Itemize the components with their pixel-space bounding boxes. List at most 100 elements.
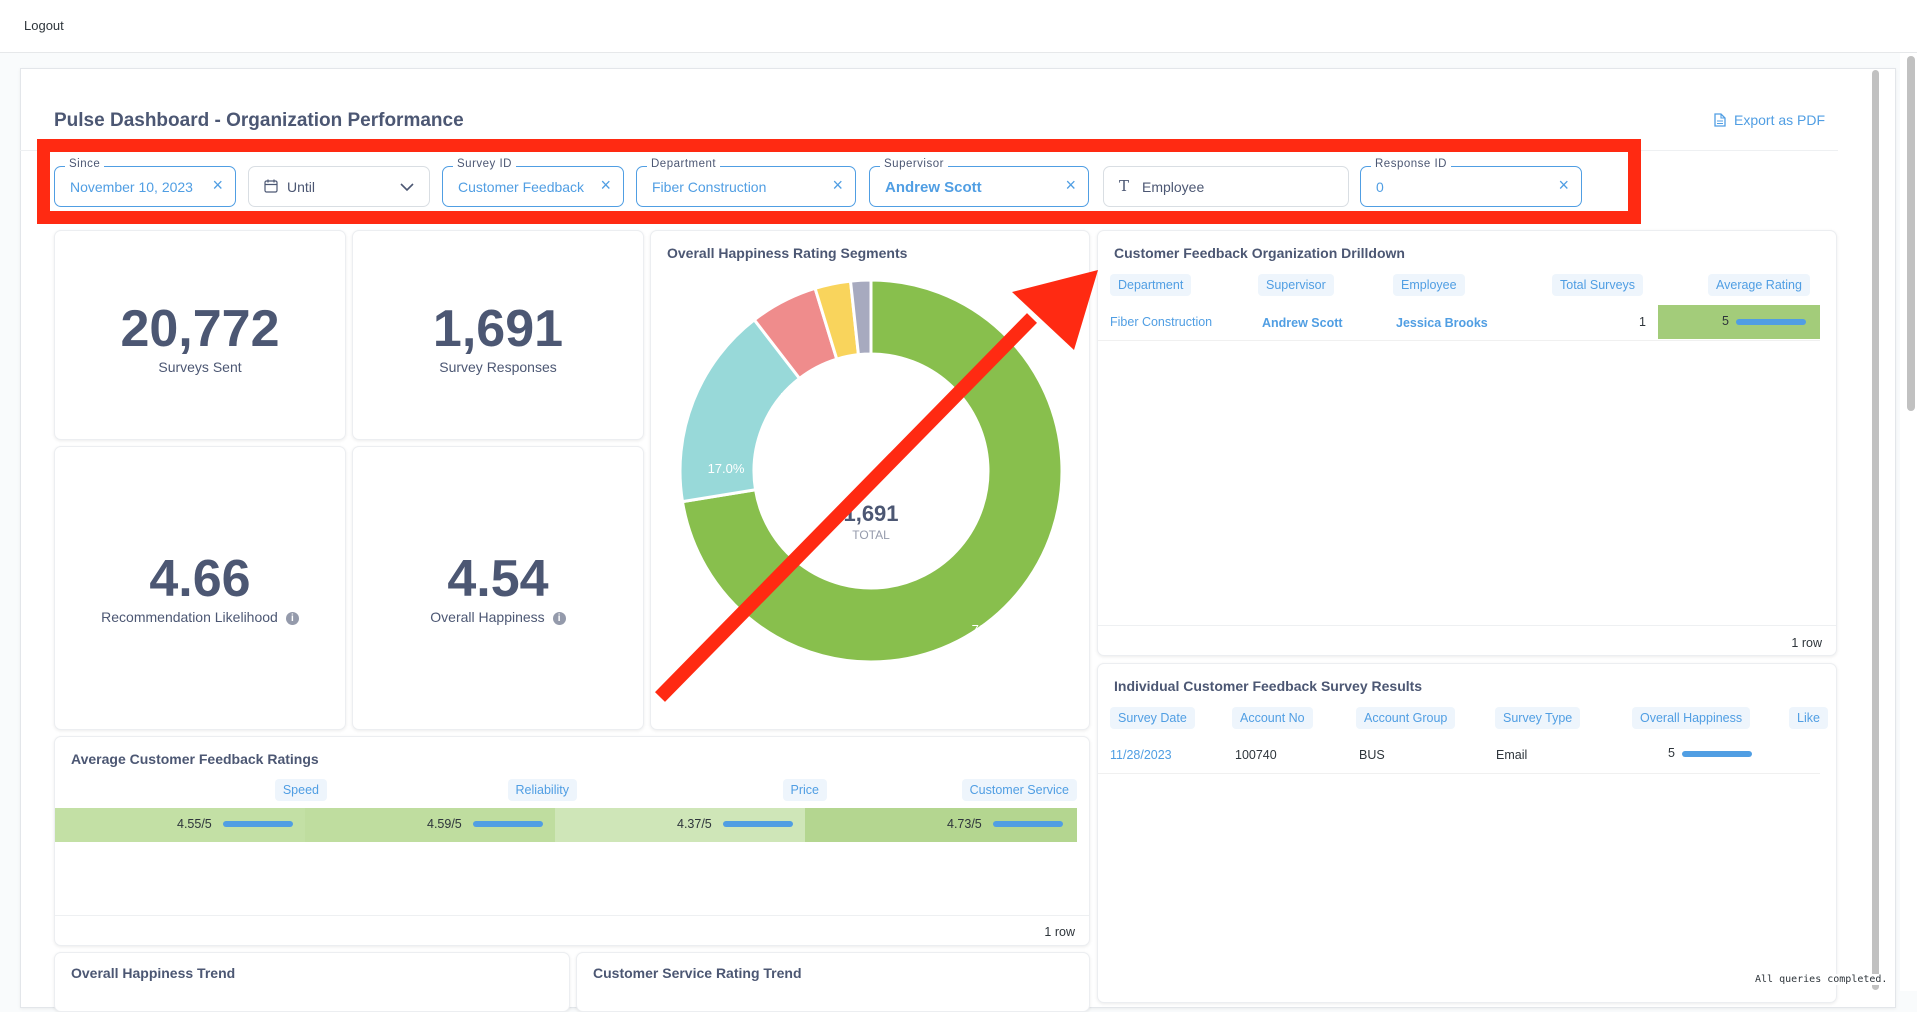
individual-header-overall-happiness[interactable]: Overall Happiness [1632, 707, 1751, 729]
surveys-sent-card: 20,772 Surveys Sent [54, 230, 346, 440]
page-scrollbar-thumb[interactable] [1907, 56, 1915, 411]
donut-label-72: 72.0% [972, 622, 1009, 637]
donut-center-value: 1,691 [843, 501, 898, 526]
individual-row: 11/28/2023 100740 BUS Email 5 [1098, 738, 1820, 774]
header-divider [20, 150, 1838, 151]
individual-results-title: Individual Customer Feedback Survey Resu… [1114, 678, 1423, 694]
supervisor-filter-value: Andrew Scott [885, 179, 982, 196]
average-ratings-footer-divider [55, 915, 1089, 916]
surveys-sent-label: Surveys Sent [158, 359, 242, 375]
individual-header-account-no[interactable]: Account No [1232, 707, 1313, 729]
price-cell: 4.37/5 [555, 808, 805, 842]
drilldown-header-department[interactable]: Department [1110, 274, 1192, 296]
happiness-trend-card: Overall Happiness Trend [54, 952, 570, 1012]
survey-id-filter[interactable]: Survey ID Customer Feedback × [442, 158, 624, 207]
info-icon[interactable]: i [552, 611, 566, 625]
employee-filter-placeholder: Employee [1142, 179, 1205, 195]
happiness-card: 4.54 Overall Happiness i [352, 446, 644, 730]
price-bar [723, 821, 793, 827]
individual-cell-happiness: 5 [1668, 746, 1675, 760]
happiness-trend-title: Overall Happiness Trend [71, 965, 236, 981]
happiness-segments-card: Overall Happiness Rating Segments 72.0% … [650, 230, 1090, 730]
close-icon[interactable]: × [1065, 175, 1076, 195]
avg-value-speed: 4.55/5 [177, 817, 212, 831]
avg-header-speed[interactable]: Speed [274, 779, 327, 801]
drilldown-cell-total: 1 [1639, 315, 1646, 329]
until-filter[interactable]: Until [248, 166, 430, 207]
survey-id-filter-label: Survey ID [453, 158, 516, 170]
service-trend-card: Customer Service Rating Trend [576, 952, 1090, 1012]
drilldown-row-count: 1 row [1791, 636, 1822, 650]
top-bar: Logout [0, 0, 1917, 53]
donut-chart: 72.0% 17.0% 5.7% 1,691 TOTAL [678, 278, 1064, 664]
response-id-filter-value: 0 [1376, 179, 1384, 195]
drilldown-title: Customer Feedback Organization Drilldown [1114, 245, 1405, 261]
drilldown-cell-supervisor[interactable]: Andrew Scott [1262, 316, 1343, 330]
survey-responses-label: Survey Responses [439, 359, 557, 375]
info-icon[interactable]: i [285, 611, 299, 625]
drilldown-card: Customer Feedback Organization Drilldown… [1097, 230, 1837, 656]
individual-cell-account: 100740 [1235, 748, 1277, 762]
since-filter[interactable]: Since November 10, 2023 × [54, 158, 236, 207]
survey-responses-value: 1,691 [432, 300, 564, 358]
avg-value-customer-service: 4.73/5 [947, 817, 982, 831]
until-filter-value: Until [287, 179, 316, 195]
department-filter-value: Fiber Construction [652, 179, 767, 195]
customer-service-cell: 4.73/5 [805, 808, 1077, 842]
individual-header-like[interactable]: Like [1789, 707, 1828, 729]
donut-center-label: TOTAL [852, 528, 890, 542]
individual-header-survey-date[interactable]: Survey Date [1110, 707, 1195, 729]
individual-cell-type: Email [1496, 748, 1528, 762]
since-filter-label: Since [65, 158, 105, 170]
query-status: All queries completed. [1752, 974, 1891, 985]
donut-label-57: 5.7% [780, 390, 810, 405]
drilldown-cell-department[interactable]: Fiber Construction [1110, 315, 1213, 329]
calendar-icon [264, 179, 278, 193]
average-ratings-card: Average Customer Feedback Ratings Speed … [54, 736, 1090, 946]
happiness-label-row: Overall Happiness i [353, 609, 643, 625]
surveys-sent-value: 20,772 [120, 300, 280, 358]
drilldown-header-average-rating[interactable]: Average Rating [1708, 274, 1810, 296]
close-icon[interactable]: × [1558, 175, 1569, 195]
avg-header-reliability[interactable]: Reliability [507, 779, 577, 801]
rating-bar [1736, 319, 1806, 325]
panel-scrollbar[interactable] [1872, 70, 1879, 990]
response-id-filter[interactable]: Response ID 0 × [1360, 158, 1582, 207]
drilldown-header-employee[interactable]: Employee [1393, 274, 1465, 296]
avg-header-price[interactable]: Price [782, 779, 827, 801]
avg-header-customer-service[interactable]: Customer Service [961, 779, 1077, 801]
drilldown-cell-rating: 5 [1722, 314, 1729, 328]
recommendation-label-row: Recommendation Likelihood i [55, 609, 345, 625]
happiness-value: 4.54 [447, 550, 549, 608]
supervisor-filter[interactable]: Supervisor Andrew Scott × [869, 158, 1089, 207]
service-trend-title: Customer Service Rating Trend [593, 965, 802, 981]
reliability-cell: 4.59/5 [305, 808, 555, 842]
drilldown-rating-cell: 5 [1658, 305, 1820, 339]
department-filter[interactable]: Department Fiber Construction × [636, 158, 856, 207]
individual-header-survey-type[interactable]: Survey Type [1495, 707, 1581, 729]
drilldown-footer-divider [1098, 625, 1836, 626]
speed-cell: 4.55/5 [55, 808, 305, 842]
close-icon[interactable]: × [212, 175, 223, 195]
average-ratings-title: Average Customer Feedback Ratings [71, 751, 319, 767]
individual-cell-date[interactable]: 11/28/2023 [1110, 748, 1172, 762]
export-pdf-button[interactable]: Export as PDF [1714, 112, 1825, 128]
drilldown-cell-employee[interactable]: Jessica Brooks [1396, 316, 1488, 330]
export-pdf-label: Export as PDF [1734, 112, 1826, 128]
supervisor-filter-label: Supervisor [880, 158, 948, 170]
donut-label-17: 17.0% [708, 461, 745, 476]
individual-header-account-group[interactable]: Account Group [1356, 707, 1456, 729]
drilldown-header-total-surveys[interactable]: Total Surveys [1552, 274, 1644, 296]
close-icon[interactable]: × [600, 175, 611, 195]
individual-results-card: Individual Customer Feedback Survey Resu… [1097, 663, 1837, 1003]
close-icon[interactable]: × [832, 175, 843, 195]
logout-link[interactable]: Logout [24, 18, 64, 33]
happiness-bar [1682, 751, 1752, 757]
employee-filter[interactable]: T Employee [1103, 166, 1349, 207]
survey-responses-card: 1,691 Survey Responses [352, 230, 644, 440]
recommendation-value: 4.66 [149, 550, 251, 608]
happiness-label: Overall Happiness [430, 609, 545, 625]
recommendation-card: 4.66 Recommendation Likelihood i [54, 446, 346, 730]
drilldown-header-supervisor[interactable]: Supervisor [1258, 274, 1334, 296]
drilldown-row: Fiber Construction Andrew Scott Jessica … [1098, 305, 1820, 341]
